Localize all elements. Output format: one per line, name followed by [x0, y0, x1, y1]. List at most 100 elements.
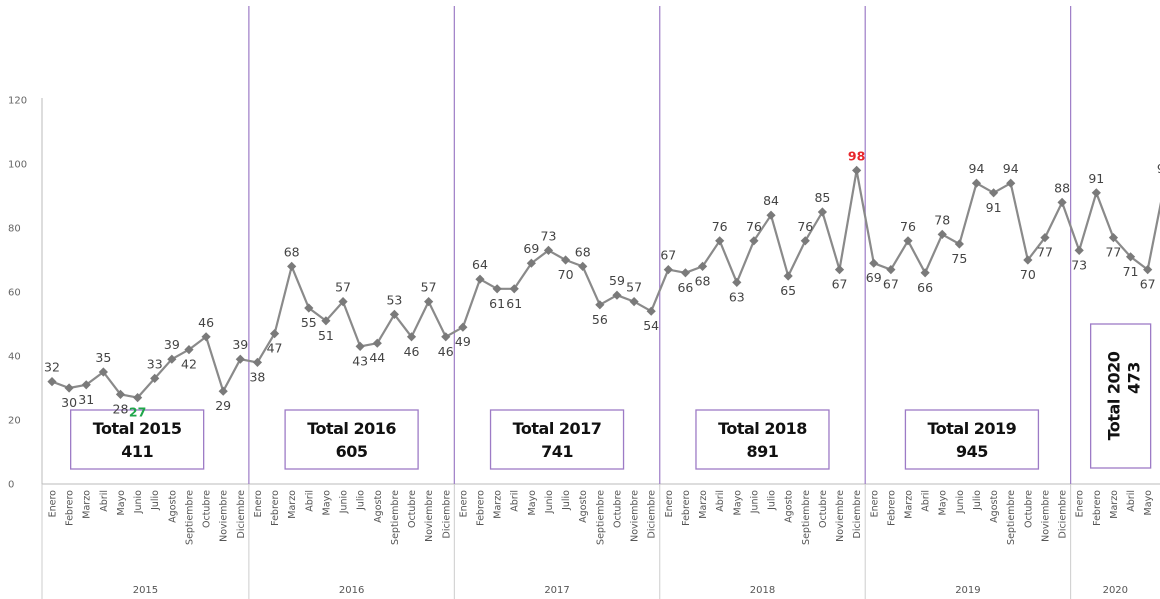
- data-label: 88: [1054, 180, 1070, 195]
- total-label: Total 2015: [93, 419, 182, 438]
- data-label: 76: [746, 219, 762, 234]
- marker-2017-abril: [509, 284, 519, 294]
- total-value: 945: [956, 442, 988, 461]
- data-label: 55: [301, 315, 317, 330]
- total-label: Total 2017: [513, 419, 602, 438]
- data-label: 46: [404, 344, 420, 359]
- marker-2015-marzo: [81, 380, 91, 390]
- month-label: Mayo: [321, 490, 332, 516]
- year-label-2015: 2015: [133, 585, 158, 596]
- marker-2016-junio: [338, 297, 348, 307]
- data-label: 67: [883, 277, 899, 292]
- marker-2015-mayo: [115, 389, 126, 399]
- month-label: Abril: [510, 490, 521, 512]
- data-label: 31: [78, 392, 94, 407]
- marker-2020-febrero: [1091, 188, 1101, 198]
- month-label: Marzo: [1109, 490, 1120, 519]
- total-box-frame: [904, 409, 1040, 470]
- year-label-2018: 2018: [750, 585, 775, 596]
- data-label: 67: [832, 277, 848, 292]
- month-label: Junio: [133, 490, 144, 514]
- year-label-2020: 2020: [1103, 585, 1128, 596]
- month-label: Febrero: [65, 490, 76, 526]
- marker-2018-junio: [749, 236, 759, 246]
- month-label: Junio: [749, 490, 760, 514]
- year-label-2017: 2017: [544, 585, 569, 596]
- marker-2019-octubre: [1023, 255, 1033, 265]
- marker-2018-febrero: [680, 268, 691, 278]
- month-label: Enero: [664, 490, 675, 518]
- data-label: 68: [284, 244, 300, 259]
- marker-2019-mayo: [937, 229, 947, 239]
- y-tick-label: 20: [8, 416, 21, 427]
- month-label: Noviembre: [1040, 490, 1051, 542]
- data-label: 49: [455, 334, 471, 349]
- month-label: Junio: [339, 490, 350, 514]
- data-label: 61: [506, 296, 522, 311]
- marker-2017-noviembre: [629, 297, 639, 307]
- month-label: Noviembre: [219, 490, 230, 542]
- month-label: Diciembre: [1058, 490, 1069, 539]
- data-label: 68: [575, 244, 591, 259]
- year-label-2019: 2019: [955, 585, 980, 596]
- month-label: Agosto: [989, 490, 1000, 523]
- data-label: 44: [369, 350, 385, 365]
- total-box-2018: Total 2018 891: [695, 409, 830, 470]
- y-tick-label: 100: [8, 160, 27, 171]
- month-label: Junio: [955, 490, 966, 514]
- data-label: 51: [318, 328, 334, 343]
- marker-2019-septiembre: [1006, 178, 1016, 188]
- marker-2017-febrero: [475, 274, 485, 284]
- month-label: Mayo: [1143, 490, 1154, 516]
- month-label: Noviembre: [424, 490, 435, 542]
- marker-2018-noviembre: [834, 265, 845, 275]
- month-label: Abril: [715, 490, 726, 512]
- month-label: Septiembre: [595, 490, 606, 545]
- data-label: 69: [866, 270, 882, 285]
- data-label: 85: [814, 190, 830, 205]
- total-box-frame: [695, 409, 830, 470]
- marker-2016-octubre: [406, 332, 417, 342]
- marker-2015-enero: [47, 377, 57, 387]
- month-label: Junio: [544, 490, 555, 514]
- data-label: 35: [95, 350, 111, 365]
- data-label: 70: [558, 267, 574, 282]
- data-label: 53: [386, 292, 402, 307]
- marker-2019-noviembre: [1040, 233, 1050, 243]
- marker-2016-abril: [304, 303, 314, 313]
- month-label: Enero: [869, 490, 880, 518]
- total-value: 605: [336, 442, 368, 461]
- total-box-frame: [70, 409, 205, 470]
- total-label: Total 2020: [1105, 351, 1124, 440]
- marker-2018-agosto: [783, 271, 793, 281]
- month-label: Marzo: [82, 490, 93, 519]
- marker-2020-marzo: [1108, 233, 1119, 243]
- marker-2018-marzo: [697, 261, 708, 271]
- month-labels: Enero Febrero Marzo Abril Mayo Junio Julio Agos…: [48, 490, 1155, 545]
- marker-2019-febrero: [886, 265, 896, 275]
- total-box-2015: Total 2015 411: [70, 409, 205, 470]
- total-box-frame: [1089, 323, 1152, 469]
- total-label: Total 2016: [307, 419, 396, 438]
- month-label: Enero: [48, 490, 59, 518]
- month-label: Julio: [150, 490, 161, 511]
- total-label: Total 2019: [928, 419, 1017, 438]
- month-label: Diciembre: [852, 490, 863, 539]
- data-label: 32: [44, 360, 60, 375]
- data-label: 67: [660, 248, 676, 263]
- data-label: 46: [438, 344, 454, 359]
- data-label: 46: [198, 315, 214, 330]
- marker-2019-junio: [954, 239, 964, 249]
- month-label: Febrero: [476, 490, 487, 526]
- data-label: 75: [951, 251, 967, 266]
- data-label: 66: [677, 280, 693, 295]
- marker-2017-diciembre: [646, 306, 656, 316]
- month-label: Marzo: [698, 490, 709, 519]
- data-label: 42: [181, 357, 197, 372]
- marker-2015-febrero: [64, 383, 74, 393]
- marker-2018-septiembre: [800, 236, 810, 246]
- month-label: Mayo: [732, 490, 743, 516]
- marker-2016-julio: [355, 341, 365, 351]
- month-label: Octubre: [818, 490, 829, 528]
